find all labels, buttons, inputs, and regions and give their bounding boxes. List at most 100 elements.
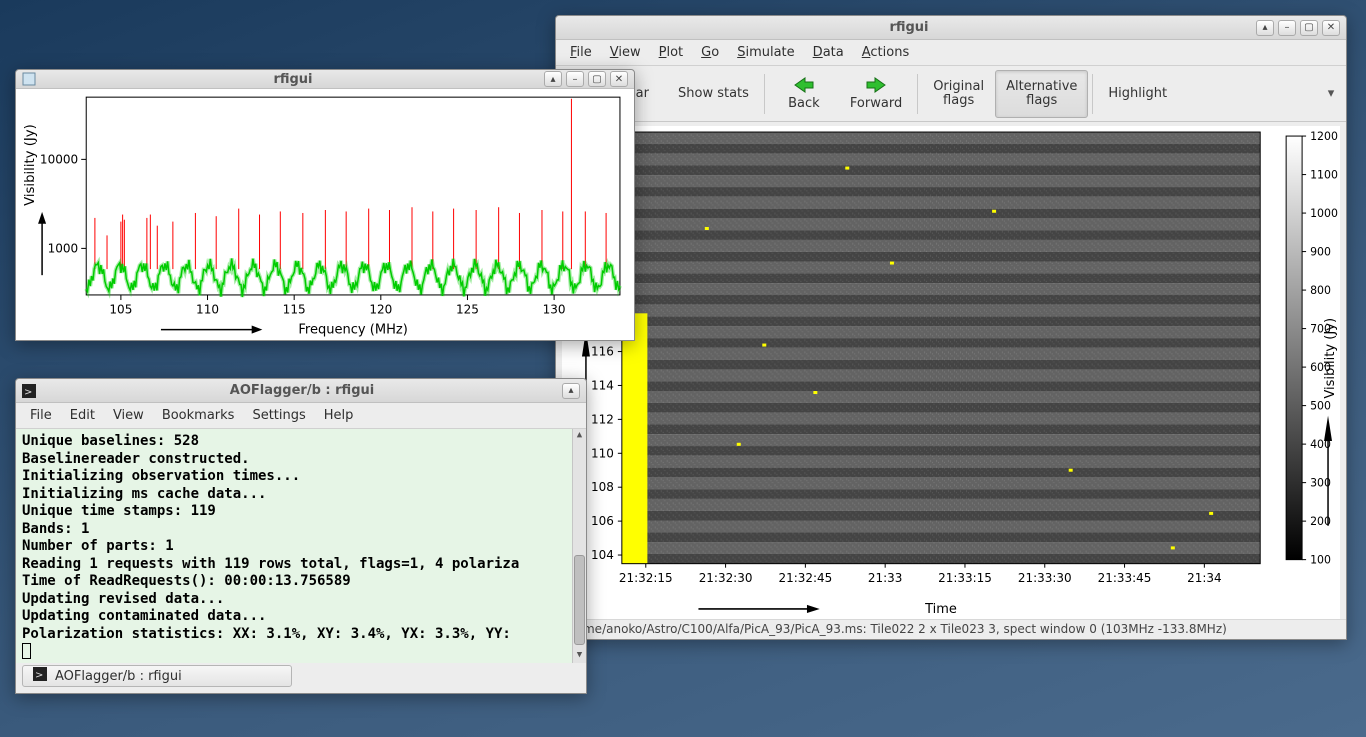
toolbar-label: Back [788,96,820,111]
svg-text:21:32:45: 21:32:45 [779,571,833,585]
alternative-flags-button[interactable]: Alternative flags [995,70,1088,118]
menu-help[interactable]: Help [316,405,362,426]
svg-text:110: 110 [591,446,614,460]
window-title: rfigui [562,20,1256,35]
svg-text:110: 110 [196,302,219,316]
app-icon [22,72,36,86]
svg-text:21:33: 21:33 [868,571,902,585]
terminal-menubar: File Edit View Bookmarks Settings Help [16,403,586,429]
minimize-icon[interactable]: – [1278,20,1296,36]
svg-text:105: 105 [109,302,132,316]
terminal-titlebar[interactable]: > AOFlagger/b : rfigui ▴ [16,379,586,403]
svg-text:21:33:15: 21:33:15 [938,571,992,585]
taskbar-entry[interactable]: > AOFlagger/b : rfigui [22,665,292,687]
svg-text:115: 115 [283,302,306,316]
toolbar-label: Show stats [678,86,749,101]
toolbar-label: Alternative [1006,79,1077,94]
scroll-up-icon[interactable]: ▲ [573,429,586,443]
arrow-left-icon [793,76,815,94]
spectrum-plot[interactable]: 105110115120125130Frequency (MHz)1000100… [16,89,634,340]
menu-plot[interactable]: Plot [651,42,692,63]
svg-text:1200: 1200 [1310,130,1338,143]
svg-text:Visibility (Jy): Visibility (Jy) [23,124,38,206]
svg-text:108: 108 [591,480,614,494]
rollup-icon[interactable]: ▴ [562,383,580,399]
svg-text:10000: 10000 [40,153,78,167]
forward-button[interactable]: Forward [839,70,913,118]
menu-view[interactable]: View [602,42,649,63]
menu-view[interactable]: View [105,405,152,426]
menu-go[interactable]: Go [693,42,727,63]
maximize-icon[interactable]: ▢ [1300,20,1318,36]
rfigui-spectrum-titlebar[interactable]: rfigui ▴ – ▢ ✕ [16,70,634,89]
menu-settings[interactable]: Settings [244,405,313,426]
terminal-scrollbar[interactable]: ▲ ▼ [572,429,586,663]
terminal-output[interactable]: Unique baselines: 528 Baselinereader con… [16,429,586,663]
svg-text:21:33:45: 21:33:45 [1098,571,1152,585]
svg-text:Visibility (Jy): Visibility (Jy) [1323,318,1338,399]
svg-text:21:34: 21:34 [1187,571,1221,585]
rfigui-main-menubar: File View Plot Go Simulate Data Actions [556,40,1346,66]
terminal-icon: > [22,384,36,398]
menu-simulate[interactable]: Simulate [729,42,802,63]
menu-edit[interactable]: Edit [62,405,103,426]
toolbar-sep [1092,74,1093,114]
window-title: AOFlagger/b : rfigui [42,383,562,398]
toolbar-label: flags [1026,93,1057,108]
terminal-icon: > [33,667,47,685]
menu-actions[interactable]: Actions [854,42,918,63]
svg-text:Time: Time [924,602,957,617]
close-icon[interactable]: ✕ [1322,20,1340,36]
menu-bookmarks[interactable]: Bookmarks [154,405,243,426]
svg-text:116: 116 [591,345,614,359]
highlight-button[interactable]: Highlight [1097,70,1178,118]
svg-text:800: 800 [1310,284,1331,297]
toolbar-label: Original [933,79,984,94]
rfigui-main-titlebar[interactable]: rfigui ▴ – ▢ ✕ [556,16,1346,40]
svg-text:500: 500 [1310,400,1331,413]
svg-text:1000: 1000 [1310,207,1338,220]
svg-text:130: 130 [543,302,566,316]
show-stats-button[interactable]: Show stats [667,70,760,118]
menu-data[interactable]: Data [805,42,852,63]
original-flags-button[interactable]: Original flags [922,70,995,118]
back-button[interactable]: Back [769,70,839,118]
cursor [22,643,31,659]
rfigui-main-window: rfigui ▴ – ▢ ✕ File View Plot Go Simulat… [555,15,1347,640]
toolbar-label: Highlight [1108,86,1167,101]
terminal-window: > AOFlagger/b : rfigui ▴ File Edit View … [15,378,587,694]
svg-text:21:33:30: 21:33:30 [1018,571,1072,585]
rollup-icon[interactable]: ▴ [1256,20,1274,36]
svg-text:1000: 1000 [48,242,79,256]
toolbar-sep [917,74,918,114]
menu-file[interactable]: File [562,42,600,63]
svg-text:100: 100 [1310,554,1331,567]
waterfall-plot[interactable]: 104106108110112114116118Frequency (M21:3… [562,126,1340,619]
svg-text:21:32:30: 21:32:30 [699,571,753,585]
rfigui-content: 104106108110112114116118Frequency (M21:3… [556,122,1346,639]
svg-text:1100: 1100 [1310,169,1338,182]
minimize-icon[interactable]: – [566,71,584,87]
close-icon[interactable]: ✕ [610,71,628,87]
taskbar-label: AOFlagger/b : rfigui [55,669,182,684]
rfigui-main-toolbar: y Clear Show stats Back Forward Original… [556,66,1346,122]
window-title: rfigui [42,72,544,87]
svg-text:900: 900 [1310,246,1331,259]
svg-text:106: 106 [591,514,614,528]
svg-text:104: 104 [591,548,614,562]
toolbar-overflow-icon[interactable]: ▾ [1320,70,1342,118]
toolbar-label: flags [943,93,974,108]
rollup-icon[interactable]: ▴ [544,71,562,87]
scroll-thumb[interactable] [574,555,585,645]
menu-file[interactable]: File [22,405,60,426]
maximize-icon[interactable]: ▢ [588,71,606,87]
arrow-right-icon [865,76,887,94]
toolbar-sep [764,74,765,114]
toolbar-label: Forward [850,96,902,111]
svg-text:>: > [24,387,32,398]
svg-text:Frequency (MHz): Frequency (MHz) [298,323,407,338]
scroll-down-icon[interactable]: ▼ [573,649,586,663]
svg-text:112: 112 [591,412,614,426]
rfigui-spectrum-window: rfigui ▴ – ▢ ✕ 105110115120125130Frequen… [15,69,635,341]
status-bar: /home/anoko/Astro/C100/Alfa/PicA_93/PicA… [556,619,1346,639]
